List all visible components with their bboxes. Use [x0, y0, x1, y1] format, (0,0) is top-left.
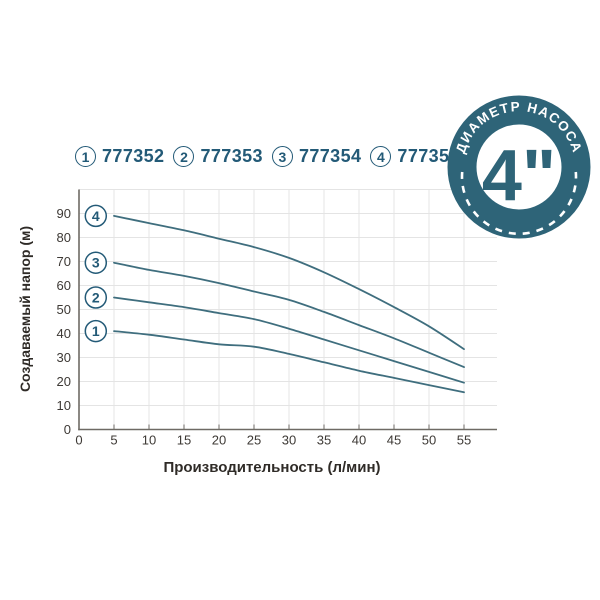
legend-item-777353: 2 777353 — [173, 146, 263, 167]
legend-model-code: 777355 — [397, 146, 460, 166]
y-axis-title: Создаваемый напор (м) — [17, 225, 33, 393]
legend-item-777352: 1 777352 — [75, 146, 164, 167]
y-tick-label: 50 — [57, 302, 71, 317]
badge-ring — [447, 95, 591, 239]
curve-777353 — [113, 296, 465, 384]
y-tick-label: 70 — [57, 254, 71, 269]
y-tick-label: 80 — [57, 230, 71, 245]
legend-item-777354: 3 777354 — [271, 146, 362, 167]
badge-diameter-value: 4" — [482, 136, 556, 216]
y-tick-label: 40 — [57, 326, 71, 341]
x-tick-label: 30 — [282, 433, 296, 448]
legend-model-code: 777354 — [298, 146, 362, 166]
curve-777354 — [113, 261, 465, 368]
curve-label-number-3: 3 — [92, 255, 100, 271]
curve-label-number-1: 1 — [92, 323, 100, 339]
x-tick-label: 25 — [247, 433, 261, 448]
performance-curves-chart: 0 5 10 15 20 25 30 35 40 45 50 55 0 10 20 30 40 50 60 70 80 9… — [57, 189, 497, 448]
x-axis-title: Производительность (л/мин) — [163, 459, 381, 476]
curve-label-circle-2 — [84, 286, 108, 309]
curve-777352 — [113, 330, 465, 394]
x-tick-label: 35 — [317, 433, 331, 448]
x-tick-label: 15 — [177, 433, 191, 448]
curve-label-circle-4 — [84, 204, 108, 228]
curve-label-circle-1 — [84, 319, 108, 343]
y-tick-label: 10 — [57, 398, 71, 413]
legend-number-1-icon: 1 — [75, 146, 96, 167]
curve-label-number-4: 4 — [92, 208, 100, 224]
y-tick-label: 20 — [57, 374, 71, 389]
x-tick-label: 50 — [422, 433, 436, 448]
x-tick-label: 40 — [352, 433, 366, 448]
legend-model-code: 777352 — [102, 146, 165, 166]
pump-model-legend: 1 777352 2 777353 3 777354 4 777355 — [75, 146, 460, 167]
legend-item-777355: 4 777355 — [370, 146, 459, 167]
x-tick-label: 10 — [142, 433, 156, 448]
y-tick-label: 0 — [64, 422, 71, 437]
curve-label-number-2: 2 — [92, 290, 100, 306]
curve-label-circle-3 — [84, 251, 108, 274]
pump-diameter-badge: ДИАМЕТР НАСОСА 4" — [447, 95, 591, 239]
legend-number-4-icon: 4 — [370, 146, 392, 167]
legend-number-2-icon: 2 — [173, 146, 195, 167]
x-tick-label: 45 — [387, 433, 401, 448]
x-tick-label: 5 — [110, 433, 117, 448]
curve-777355 — [113, 215, 465, 350]
y-tick-label: 30 — [57, 350, 71, 365]
x-tick-label: 55 — [457, 433, 471, 448]
x-tick-label: 20 — [212, 433, 226, 448]
x-tick-label: 0 — [75, 433, 82, 448]
y-tick-label: 60 — [57, 278, 71, 293]
legend-number-3-icon: 3 — [271, 146, 293, 167]
legend-model-code: 777353 — [200, 146, 263, 166]
y-tick-label: 90 — [57, 206, 71, 221]
